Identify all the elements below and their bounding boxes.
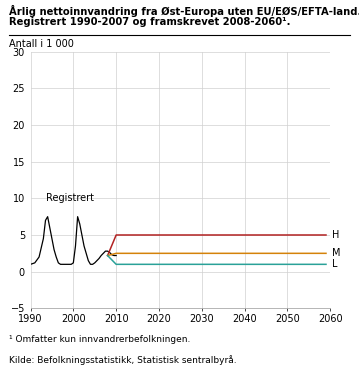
Text: H: H bbox=[332, 230, 340, 240]
Text: Registrert 1990-2007 og framskrevet 2008-2060¹.: Registrert 1990-2007 og framskrevet 2008… bbox=[9, 17, 290, 27]
Text: Antall i 1 000: Antall i 1 000 bbox=[9, 39, 74, 49]
Text: L: L bbox=[332, 259, 338, 269]
Text: M: M bbox=[332, 248, 341, 258]
Text: ¹ Omfatter kun innvandrerbefolkningen.: ¹ Omfatter kun innvandrerbefolkningen. bbox=[9, 335, 190, 344]
Text: Kilde: Befolkningsstatistikk, Statistisk sentralbyrå.: Kilde: Befolkningsstatistikk, Statistisk… bbox=[9, 355, 237, 365]
Text: Registrert: Registrert bbox=[46, 193, 93, 203]
Text: Årlig nettoinnvandring fra Øst-Europa uten EU/EØS/EFTA-land.: Årlig nettoinnvandring fra Øst-Europa ut… bbox=[9, 5, 359, 17]
